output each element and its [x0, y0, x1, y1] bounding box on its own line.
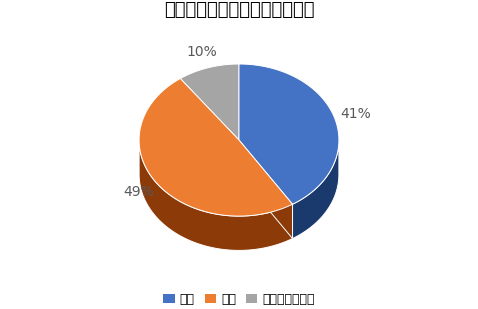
- Polygon shape: [239, 140, 293, 239]
- Text: 49%: 49%: [123, 185, 153, 199]
- Text: 10%: 10%: [186, 45, 217, 59]
- Text: 41%: 41%: [341, 107, 371, 121]
- Polygon shape: [239, 140, 293, 239]
- Polygon shape: [180, 64, 239, 140]
- Polygon shape: [139, 141, 293, 250]
- Polygon shape: [293, 140, 339, 239]
- Polygon shape: [139, 78, 293, 216]
- Polygon shape: [239, 64, 339, 204]
- Legend: 満足, 不満, どちらでもない: 満足, 不満, どちらでもない: [158, 288, 320, 309]
- Text: ソリオの乗り心地の満足度調査: ソリオの乗り心地の満足度調査: [164, 1, 314, 19]
